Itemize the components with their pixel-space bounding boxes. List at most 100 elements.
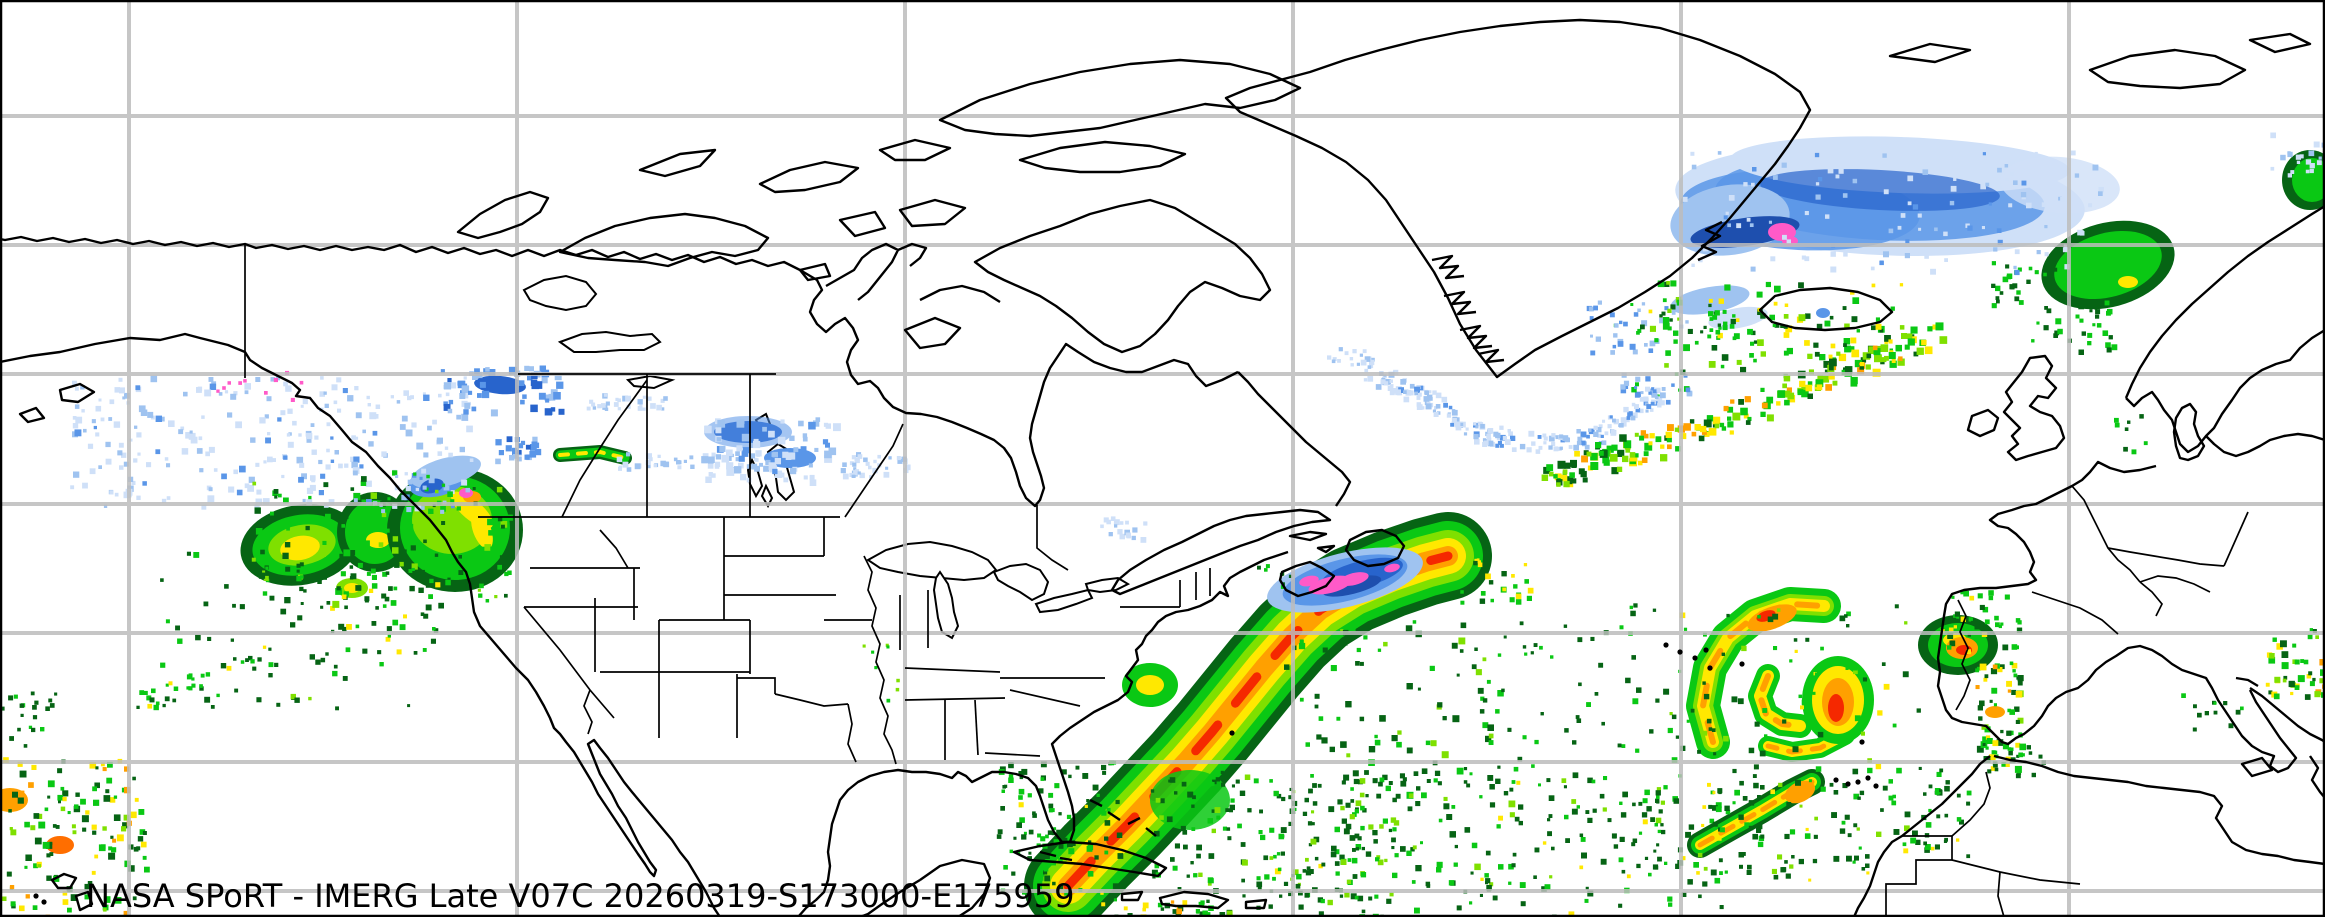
precip-speckle	[103, 908, 107, 912]
precip-speckle	[1898, 356, 1903, 361]
precip-speckle	[1621, 869, 1626, 874]
precip-speckle	[617, 407, 621, 411]
precip-speckle	[1225, 808, 1230, 812]
precip-speckle	[1737, 698, 1744, 705]
precip-speckle	[311, 449, 317, 455]
coastline	[558, 212, 770, 268]
precip-speckle	[1101, 902, 1106, 907]
precip-speckle	[1475, 669, 1482, 676]
precip-speckle	[798, 420, 804, 427]
precip-speckle	[1776, 608, 1781, 612]
precip-speckle	[1463, 432, 1468, 436]
precip-speckle	[1853, 793, 1860, 800]
precip-speckle	[1600, 434, 1604, 438]
precip-speckle	[1966, 649, 1971, 655]
precip-speckle	[1661, 387, 1666, 391]
precip-speckle	[72, 380, 77, 386]
precip-speckle	[1654, 338, 1659, 343]
precip-speckle	[1876, 831, 1882, 837]
precip-speckle	[1634, 386, 1638, 390]
precip-speckle	[1888, 795, 1894, 801]
precip-speckle	[1009, 849, 1014, 854]
precip-speckle	[322, 540, 327, 545]
precip-speckle	[1391, 388, 1398, 394]
precip-speckle	[739, 419, 745, 424]
precip-speckle	[1103, 517, 1109, 523]
political-border	[1009, 689, 1081, 707]
precip-speckle	[142, 481, 147, 486]
coastline	[2205, 432, 2325, 458]
precip-band	[1697, 779, 1815, 848]
precip-speckle	[1526, 447, 1532, 453]
precip-speckle	[353, 498, 358, 503]
precip-speckle	[1451, 642, 1458, 649]
precip-speckle	[1786, 347, 1793, 355]
precip-speckle	[1884, 246, 1890, 252]
precip-speckle	[342, 388, 348, 394]
precip-speckle	[321, 552, 326, 557]
precip-speckle	[1703, 325, 1707, 329]
precip-speckle	[1956, 817, 1962, 822]
precip-speckle	[306, 487, 314, 494]
precip-speckle	[1312, 801, 1318, 806]
precip-speckle	[254, 504, 260, 510]
precip-speckle	[1649, 388, 1654, 393]
precip-speckle	[1550, 655, 1554, 659]
precip-speckle	[1016, 822, 1022, 828]
precip-speckle	[1630, 303, 1634, 306]
precip-speckle	[113, 814, 121, 821]
precip-speckle	[1592, 808, 1597, 813]
precip-speckle	[284, 597, 291, 604]
precip-speckle	[1682, 196, 1688, 202]
precip-speckle	[772, 468, 778, 475]
precip-speckle	[1314, 693, 1320, 699]
precip-speckle	[1854, 359, 1863, 368]
precip-speckle	[423, 539, 427, 544]
precip-speckle	[1977, 593, 1983, 599]
precip-speckle	[1907, 338, 1915, 346]
precip-speckle	[95, 405, 102, 412]
precip-speckle	[809, 479, 817, 486]
precip-speckle	[1697, 749, 1701, 754]
precip-speckle	[1686, 390, 1693, 397]
precip-speckle	[1721, 354, 1729, 361]
precip-speckle	[1571, 808, 1578, 815]
precip-speckle	[8, 695, 14, 701]
precip-speckle	[1966, 801, 1971, 806]
precip-speckle	[1613, 333, 1618, 338]
precip-speckle	[146, 695, 152, 701]
precip-speckle	[199, 686, 204, 691]
precip-speckle	[1058, 843, 1064, 849]
precip-speckle	[1487, 428, 1494, 434]
precip-speckle	[1354, 895, 1359, 900]
precip-speckle	[2075, 314, 2080, 319]
precip-speckle	[441, 521, 446, 525]
precip-speckle	[1611, 833, 1617, 839]
precip-speckle	[472, 487, 476, 490]
precip-speckle	[1813, 834, 1818, 839]
precip-speckle	[1783, 390, 1791, 398]
precip-speckle	[216, 389, 220, 393]
precip-speckle	[1824, 369, 1829, 373]
precip-speckle	[2305, 169, 2310, 174]
precip-speckle	[1207, 818, 1213, 824]
precip-speckle	[1645, 409, 1649, 413]
precip-speckle	[1807, 381, 1813, 386]
precip-speckle	[1632, 802, 1636, 807]
precip-speckle	[1825, 384, 1832, 391]
precip-speckle	[422, 485, 427, 490]
precip-speckle	[501, 524, 505, 529]
precip-speckle	[1403, 390, 1407, 394]
precip-speckle	[1757, 615, 1761, 619]
precip-speckle	[1764, 734, 1768, 738]
precip-speckle	[1264, 568, 1268, 572]
precip-speckle	[2104, 300, 2110, 306]
precip-speckle	[469, 458, 474, 462]
precip-speckle	[1100, 790, 1107, 797]
precip-speckle	[1483, 440, 1489, 446]
precip-speckle	[443, 401, 448, 406]
precip-speckle	[1860, 357, 1867, 363]
precip-speckle	[1936, 771, 1942, 777]
precip-speckle	[1177, 887, 1182, 891]
precip-speckle	[155, 415, 162, 422]
